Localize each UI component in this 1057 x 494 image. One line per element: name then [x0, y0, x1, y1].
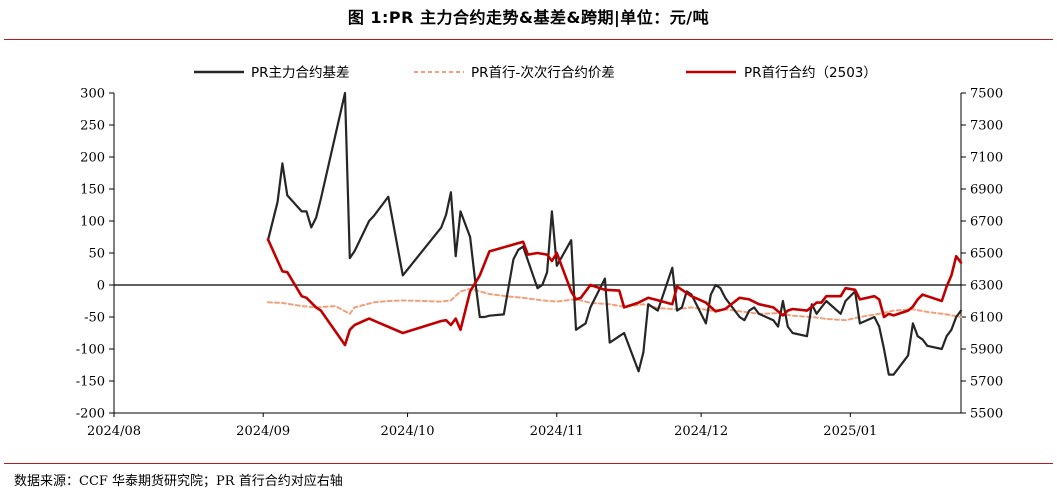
x-tick-label: 2024/12: [674, 424, 728, 439]
y-right-tick-label: 7300: [970, 119, 1003, 134]
y-left-tick-label: -150: [76, 375, 105, 390]
title-divider: [4, 39, 1053, 40]
series-layer: [266, 91, 963, 376]
chart-title: 图 1:PR 主力合约走势&基差&跨期|单位：元/吨: [347, 8, 710, 27]
y-left-tick-label: 250: [80, 119, 105, 134]
y-left-tick-label: -100: [76, 343, 105, 358]
y-left-tick-label: 0: [97, 279, 105, 294]
legend-label-2: PR首行-次次行合约价差: [471, 65, 615, 81]
x-tick-label: 2025/01: [823, 424, 877, 439]
legend-label-3: PR首行合约（2503）: [744, 65, 877, 81]
x-tick-label: 2024/11: [530, 424, 584, 439]
y-left-tick-label: 200: [80, 151, 105, 166]
series-line-1: [266, 91, 963, 376]
y-left-tick-label: -50: [84, 311, 105, 326]
source-divider: [4, 463, 1053, 464]
y-right-tick-label: 5700: [970, 375, 1003, 390]
y-right-tick-label: 7100: [970, 151, 1003, 166]
y-left-tick-label: -200: [76, 407, 105, 422]
y-left-tick-label: 150: [80, 183, 105, 198]
y-left-tick-label: 50: [88, 247, 105, 262]
y-right-tick-label: 6300: [970, 279, 1003, 294]
y-right-tick-label: 5900: [970, 343, 1003, 358]
y-right-tick-label: 6500: [970, 247, 1003, 262]
source-note: 数据来源：CCF 华泰期货研究院；PR 首行合约对应右轴: [14, 474, 343, 489]
y-right-tick-label: 6700: [970, 215, 1003, 230]
series-line-2: [267, 287, 962, 322]
x-tick-label: 2024/10: [381, 424, 435, 439]
y-left-tick-label: 300: [80, 87, 105, 102]
y-right-tick-label: 5500: [970, 407, 1003, 422]
legend: PR主力合约基差 PR首行-次次行合约价差 PR首行合约（2503）: [194, 64, 877, 81]
y-right-tick-label: 6900: [970, 183, 1003, 198]
y-right-tick-label: 7500: [970, 87, 1003, 102]
axes: -200 -150 -100 -50 0 50 100 150 200 250 300 5500 570…: [76, 87, 1003, 440]
series-line-3: [266, 238, 963, 347]
x-tick-label: 2024/08: [87, 424, 141, 439]
y-right-tick-label: 6100: [970, 311, 1003, 326]
y-left-tick-label: 100: [80, 215, 105, 230]
x-tick-label: 2024/09: [236, 424, 290, 439]
legend-label-1: PR主力合约基差: [251, 64, 350, 81]
